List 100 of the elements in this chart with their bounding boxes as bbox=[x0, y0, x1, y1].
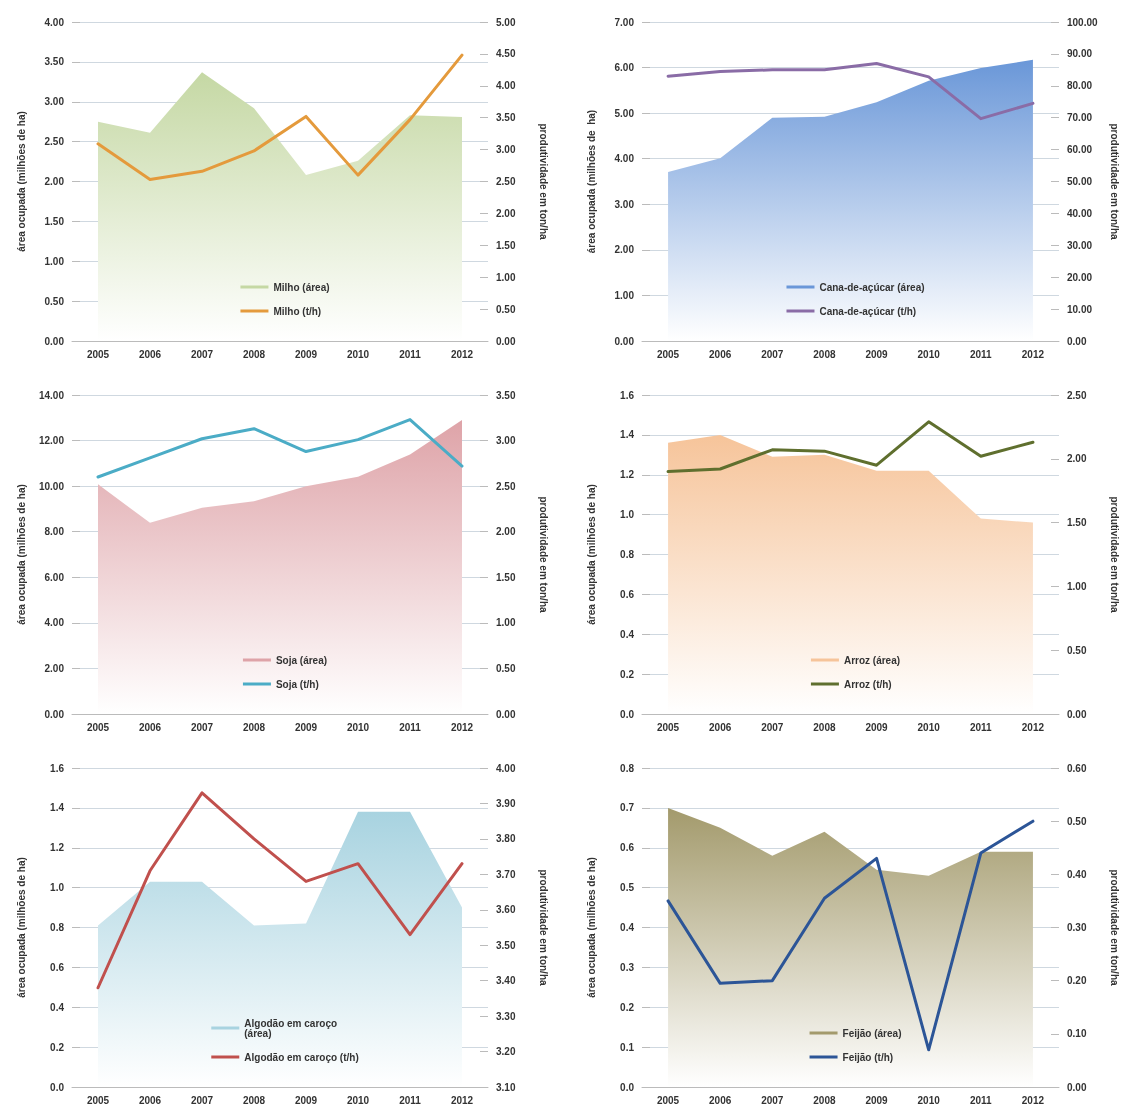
legend-label: Feijão (área) bbox=[842, 1027, 902, 1039]
x-tick-label: 2012 bbox=[1021, 721, 1045, 733]
y2-tick-label: 2.50 bbox=[496, 480, 516, 492]
y-tick-label: 1.50 bbox=[44, 215, 65, 227]
y-tick-label: 0.00 bbox=[44, 708, 65, 720]
x-tick-label: 2008 bbox=[242, 1094, 266, 1106]
y-tick-label: 1.6 bbox=[50, 762, 65, 774]
x-tick-label: 2011 bbox=[969, 1094, 993, 1106]
line-series bbox=[96, 791, 464, 990]
y2-tick-label: 3.00 bbox=[496, 435, 516, 447]
y2-tick-label: 50.00 bbox=[1067, 176, 1093, 187]
x-tick-label: 2009 bbox=[865, 1094, 889, 1106]
y2-axis-title: produtividade em ton/ha bbox=[1108, 496, 1120, 613]
y2-tick-label: 3.50 bbox=[496, 389, 516, 401]
y-tick-label: 0.6 bbox=[620, 842, 635, 854]
y2-tick-label: 90.00 bbox=[1067, 48, 1093, 60]
y2-tick-label: 4.50 bbox=[496, 48, 516, 60]
y2-tick-label: 3.50 bbox=[496, 939, 516, 951]
x-tick-label: 2010 bbox=[346, 348, 370, 360]
y-tick-label: 1.00 bbox=[44, 255, 65, 267]
x-tick-label: 2011 bbox=[399, 1094, 422, 1106]
y2-tick-label: 0.00 bbox=[1067, 708, 1087, 720]
x-tick-label: 2005 bbox=[86, 1094, 110, 1106]
y-tick-label: 6.00 bbox=[44, 571, 65, 583]
legend-label: Algodão em caroço (t/h) bbox=[244, 1051, 359, 1063]
line-series bbox=[666, 819, 1035, 1052]
y2-tick-label: 2.50 bbox=[496, 176, 516, 187]
y-tick-label: 0.50 bbox=[44, 295, 65, 307]
x-tick-label: 2005 bbox=[86, 348, 110, 360]
y2-tick-label: 2.00 bbox=[496, 207, 516, 219]
y-tick-label: 0.8 bbox=[620, 549, 635, 560]
y-tick-label: 0.0 bbox=[50, 1081, 65, 1093]
y2-tick-label: 0.50 bbox=[1067, 644, 1087, 656]
y-tick-label: 0.1 bbox=[620, 1041, 635, 1053]
x-tick-label: 2009 bbox=[294, 721, 318, 733]
y-tick-label: 0.00 bbox=[614, 335, 635, 347]
x-tick-label: 2010 bbox=[346, 721, 370, 733]
x-tick-label: 2006 bbox=[709, 1094, 732, 1106]
y2-tick-label: 80.00 bbox=[1067, 80, 1093, 92]
y2-tick-label: 0.50 bbox=[1067, 815, 1087, 827]
y-tick-label: 1.4 bbox=[620, 429, 635, 441]
y-tick-label: 0.6 bbox=[620, 588, 635, 600]
y2-tick-label: 1.50 bbox=[496, 239, 516, 251]
y2-axis-title: produtividade em ton/ha bbox=[1108, 869, 1120, 986]
legend-label: Cana-de-açúcar (t/h) bbox=[819, 305, 917, 317]
x-tick-label: 2005 bbox=[656, 348, 680, 360]
line-series bbox=[666, 420, 1035, 474]
y2-tick-label: 100.00 bbox=[1067, 16, 1099, 28]
line-series bbox=[666, 61, 1035, 121]
x-tick-label: 2007 bbox=[761, 348, 784, 360]
legend-label: Feijão (t/h) bbox=[842, 1051, 894, 1063]
x-tick-label: 2012 bbox=[450, 348, 474, 360]
y-tick-label: 0.8 bbox=[620, 762, 635, 774]
legend-label: Algodão em caroço (área) bbox=[244, 1017, 340, 1039]
y-tick-label: 0.2 bbox=[50, 1041, 65, 1053]
x-tick-label: 2006 bbox=[709, 721, 732, 733]
y-tick-label: 0.0 bbox=[620, 708, 635, 720]
y-tick-label: 0.6 bbox=[50, 961, 65, 973]
y-tick-label: 0.4 bbox=[620, 922, 635, 933]
y-tick-label: 2.00 bbox=[44, 662, 65, 674]
x-tick-label: 2010 bbox=[917, 348, 941, 360]
line-series bbox=[96, 53, 464, 182]
x-tick-label: 2011 bbox=[969, 721, 993, 733]
y2-tick-label: 3.50 bbox=[496, 112, 516, 124]
y2-tick-label: 3.40 bbox=[496, 975, 516, 987]
y2-tick-label: 0.00 bbox=[1067, 1081, 1087, 1093]
y-tick-label: 4.00 bbox=[44, 617, 65, 629]
y-tick-label: 10.00 bbox=[38, 480, 65, 492]
y-tick-label: 3.00 bbox=[44, 96, 65, 108]
y2-tick-label: 3.10 bbox=[496, 1081, 516, 1093]
y-tick-label: 0.4 bbox=[620, 628, 635, 640]
x-tick-label: 2009 bbox=[865, 348, 889, 360]
y-tick-label: 0.00 bbox=[44, 335, 65, 347]
y2-tick-label: 2.50 bbox=[1067, 389, 1087, 401]
x-tick-label: 2005 bbox=[656, 1094, 680, 1106]
legend-label: Milho (t/h) bbox=[273, 305, 322, 317]
y2-tick-label: 30.00 bbox=[1067, 239, 1093, 251]
x-tick-label: 2011 bbox=[399, 348, 422, 360]
y-tick-label: 0.4 bbox=[50, 1001, 65, 1013]
y2-tick-label: 3.20 bbox=[496, 1046, 516, 1058]
x-tick-label: 2007 bbox=[190, 1094, 214, 1106]
y2-tick-label: 3.30 bbox=[496, 1010, 516, 1022]
y2-tick-label: 70.00 bbox=[1067, 112, 1093, 124]
y2-tick-label: 4.00 bbox=[496, 762, 516, 774]
x-tick-label: 2008 bbox=[813, 1094, 836, 1106]
x-tick-label: 2012 bbox=[1021, 1094, 1045, 1106]
y2-tick-label: 20.00 bbox=[1067, 271, 1093, 283]
x-tick-label: 2010 bbox=[917, 1094, 941, 1106]
y2-tick-label: 0.40 bbox=[1067, 868, 1087, 880]
x-tick-label: 2012 bbox=[450, 1094, 474, 1106]
y-tick-label: 0.0 bbox=[620, 1081, 635, 1093]
x-tick-label: 2009 bbox=[294, 1094, 318, 1106]
y-tick-label: 4.00 bbox=[614, 153, 635, 165]
y-tick-label: 7.00 bbox=[614, 16, 635, 28]
y-axis-title: área ocupada (milhões de ha) bbox=[15, 111, 27, 252]
y-tick-label: 2.00 bbox=[44, 176, 65, 187]
y-tick-label: 12.00 bbox=[38, 435, 65, 447]
y2-axis-title: produtividade em ton/ha bbox=[1108, 123, 1120, 240]
x-tick-label: 2009 bbox=[294, 348, 318, 360]
y2-axis-title: produtividade em ton/ha bbox=[537, 123, 549, 240]
